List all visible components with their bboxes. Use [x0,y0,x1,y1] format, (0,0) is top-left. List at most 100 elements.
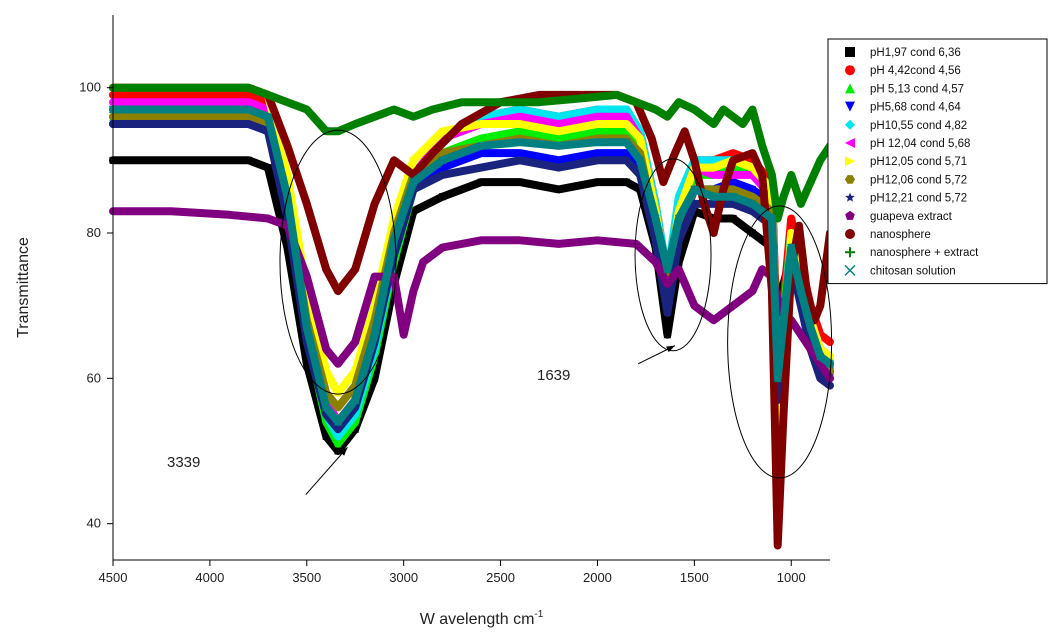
data-point [264,214,272,222]
y-tick-label: 60 [87,370,101,385]
data-point [555,120,563,128]
highlight-ellipse [634,158,712,352]
data-point [438,127,446,135]
data-point [748,199,757,208]
data-point [334,432,342,440]
legend-label: pH 12,04 cond 5,68 [870,138,970,150]
data-point [797,200,805,208]
data-point [334,425,342,433]
annotation-label: 1639 [537,367,570,384]
data-point [351,396,360,405]
x-tick-label: 2000 [583,570,612,585]
data-point [729,171,737,179]
data-point [613,91,621,99]
data-point [767,214,776,223]
legend-item: pH 5,13 cond 4,57 [845,83,964,95]
data-point [516,127,524,135]
data-point [768,171,776,179]
data-point [729,186,737,193]
data-point [652,258,659,265]
data-point [593,105,601,113]
data-point [675,98,683,106]
data-point [787,171,795,179]
data-point [710,171,718,179]
data-point [477,236,485,244]
data-point [245,84,253,92]
data-point [351,367,359,375]
data-point [710,164,718,172]
legend-marker [845,101,855,112]
data-point [429,105,437,113]
data-point [787,229,795,237]
data-point [334,287,342,295]
data-point [333,417,343,426]
data-point [796,287,805,296]
data-point [439,171,446,178]
data-point [351,120,359,128]
data-point [593,178,601,186]
data-point [390,156,398,164]
data-point [797,331,805,338]
data-point [439,244,446,251]
annotation-label: 3339 [167,454,200,471]
legend-item: pH12,06 cond 5,72 [845,174,967,186]
x-tick-label: 1500 [680,570,709,585]
data-point [322,432,330,440]
data-point [729,214,737,222]
data-point [729,149,737,157]
legend-marker [845,247,855,258]
legend-item: guapeva extract [845,210,953,223]
legend-item: pH12,21 cond 5,72 [845,192,967,205]
data-point [664,280,671,287]
legend-marker [845,83,855,94]
data-point [351,403,359,411]
data-point [515,138,524,147]
legend-label: chitosan solution [870,265,956,277]
legend-label: pH12,06 cond 5,72 [870,174,967,186]
data-point [334,440,342,448]
data-point [700,113,708,121]
legend-marker [845,229,855,239]
data-point [648,135,656,143]
data-point [574,95,582,103]
data-point [516,236,524,244]
data-point [409,113,417,121]
data-point [710,316,718,324]
legend-label: pH 4,42cond 4,56 [870,65,961,77]
data-point [816,352,825,361]
y-tick-label: 100 [79,80,101,95]
data-point [334,404,342,411]
data-point [636,156,645,165]
data-point [371,113,379,121]
data-point [758,142,766,150]
data-point [807,345,814,353]
data-point [710,186,718,193]
series-layer [108,83,835,550]
data-point [410,287,417,294]
data-point [555,240,563,247]
data-point [651,214,660,223]
data-point [322,403,331,412]
data-point [535,98,543,106]
series-line [109,83,834,550]
data-point [748,164,756,172]
data-point [334,127,342,135]
data-point [429,149,437,157]
data-point [497,98,505,106]
data-point [593,120,601,128]
data-point [710,120,718,128]
data-point [245,98,253,106]
data-point [690,105,698,113]
data-point [593,113,601,121]
data-point [593,149,601,157]
data-point [400,331,408,338]
data-point [477,178,485,186]
data-point [371,273,378,280]
data-point [748,193,756,200]
data-point [302,323,311,332]
data-point [334,360,342,367]
series-13 [108,105,835,426]
data-point [709,192,718,201]
legend-marker [845,156,855,167]
data-point [555,127,563,135]
